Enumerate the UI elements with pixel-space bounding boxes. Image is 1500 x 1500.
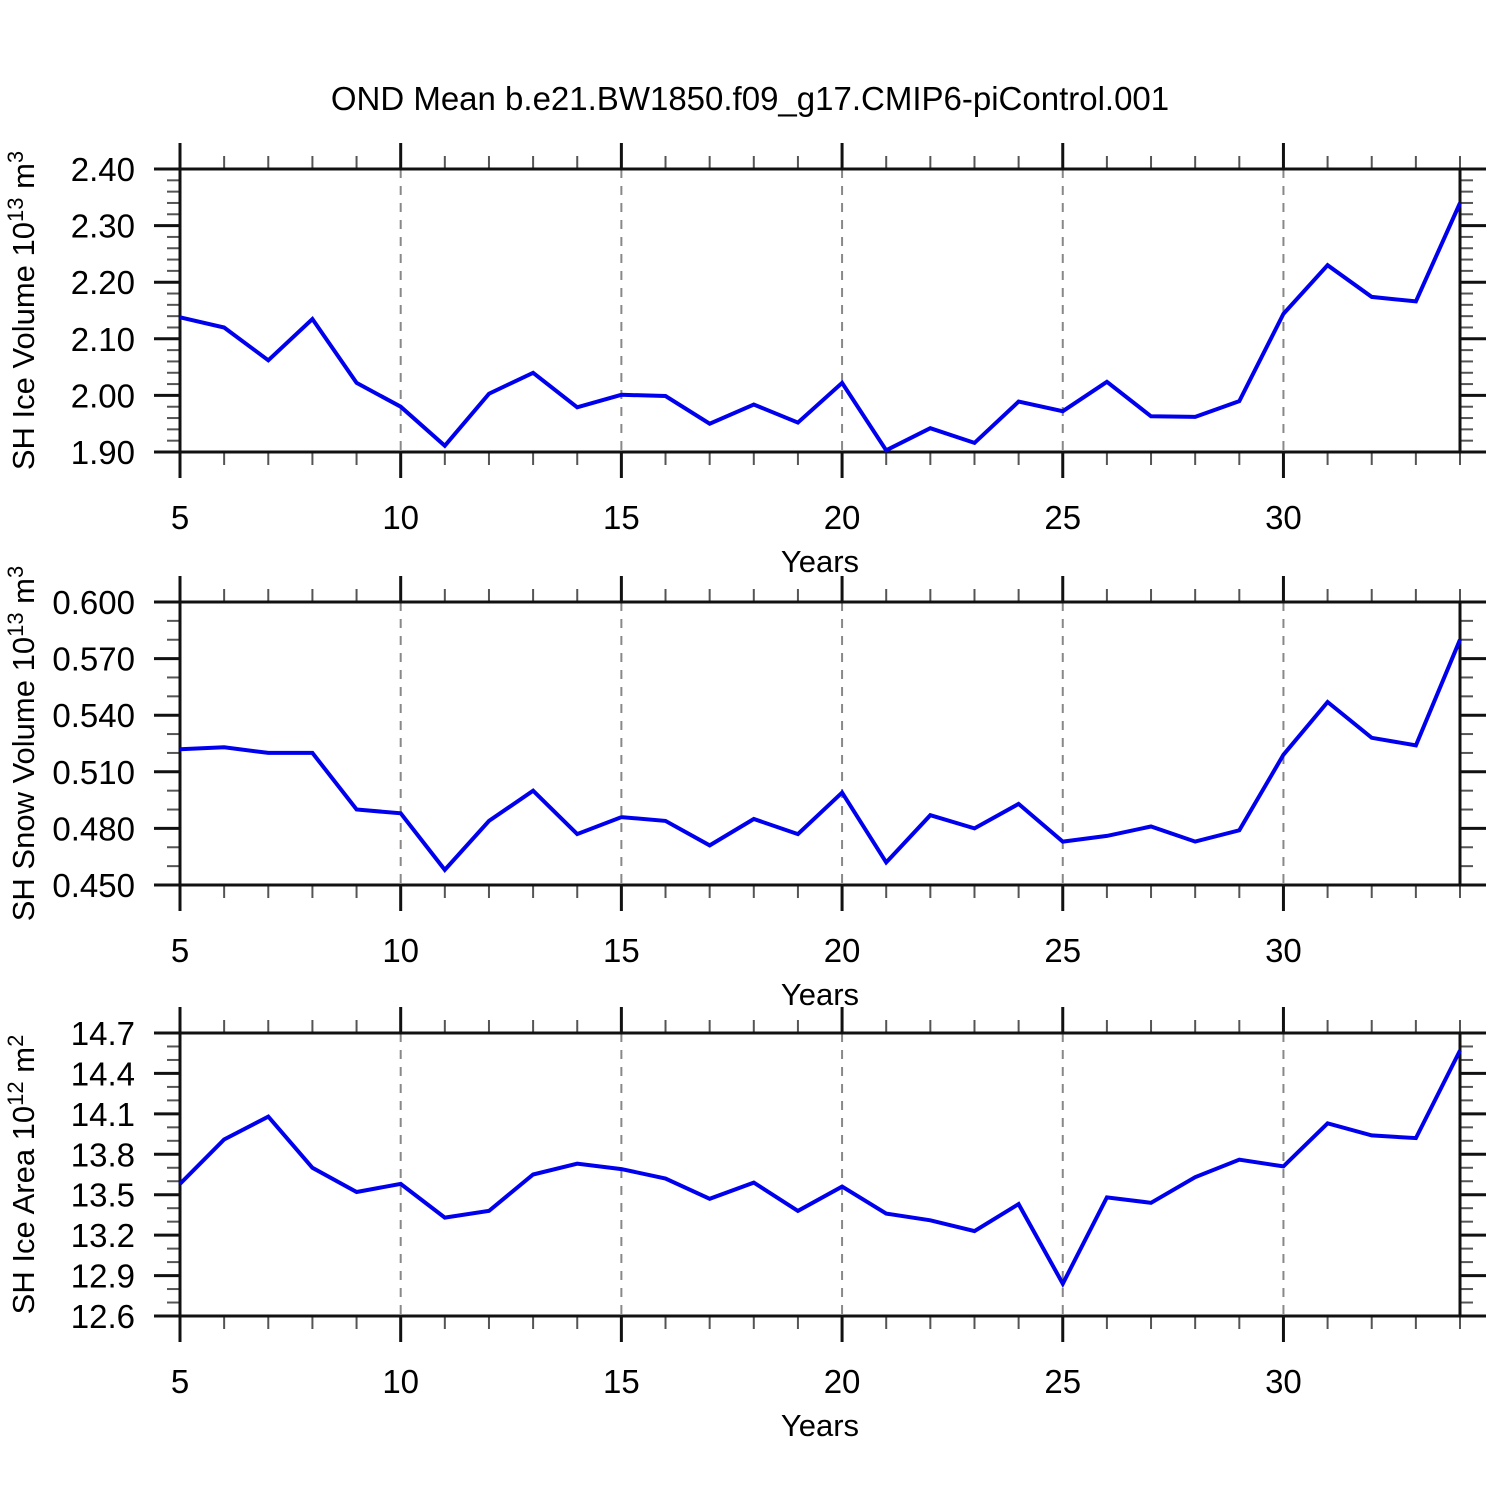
x-tick-label: 20 [824, 499, 861, 536]
x-tick-label: 15 [603, 1363, 640, 1400]
x-tick-label: 15 [603, 499, 640, 536]
x-tick-label: 30 [1265, 499, 1302, 536]
y-axis-title: SH Snow Volume 1013 m3 [3, 566, 41, 922]
x-tick-label: 5 [171, 499, 189, 536]
x-tick-label: 15 [603, 932, 640, 969]
axis-box [178, 600, 1462, 887]
y-tick-label: 0.510 [52, 754, 135, 791]
y-tick-label: 12.9 [71, 1258, 135, 1295]
x-axis-title: Years [781, 977, 859, 1012]
y-tick-label: 0.570 [52, 641, 135, 678]
x-tick-label: 20 [824, 1363, 861, 1400]
axis-box [178, 1031, 1462, 1318]
x-tick-label: 20 [824, 932, 861, 969]
y-tick-label: 12.6 [71, 1298, 135, 1335]
x-tick-label: 10 [382, 499, 419, 536]
x-tick-label: 10 [382, 1363, 419, 1400]
x-tick-label: 25 [1044, 1363, 1081, 1400]
y-tick-label: 14.7 [71, 1015, 135, 1052]
y-tick-label: 0.540 [52, 697, 135, 734]
y-tick-label: 2.30 [71, 208, 135, 245]
y-tick-label: 2.10 [71, 321, 135, 358]
panel-sh-ice-volume: 5 10 15 20 25 30 1.90 2.00 2.10 2.20 2.30 2.40 Years… [3, 143, 1486, 579]
axis-box [178, 167, 1462, 454]
y-tick-label: 0.480 [52, 810, 135, 847]
x-tick-label: 30 [1265, 932, 1302, 969]
y-tick-label: 13.5 [71, 1177, 135, 1214]
y-axis-title: SH Ice Area 1012 m2 [3, 1035, 41, 1315]
y-tick-label: 14.1 [71, 1096, 135, 1133]
y-tick-label: 2.20 [71, 264, 135, 301]
x-axis-title: Years [781, 1408, 859, 1443]
x-tick-label: 25 [1044, 499, 1081, 536]
figure-title: OND Mean b.e21.BW1850.f09_g17.CMIP6-piCo… [330, 80, 1170, 117]
y-tick-label: 2.00 [71, 377, 135, 414]
y-tick-label: 1.90 [71, 434, 135, 471]
data-series-line [179, 202, 1462, 453]
panel-sh-snow-volume: 5 10 15 20 25 30 0.450 0.480 0.510 0.540 0.570 0.60… [3, 566, 1486, 1012]
data-series-line [179, 638, 1462, 874]
x-axis-title: Years [781, 544, 859, 579]
panel-sh-ice-area: 5 10 15 20 25 30 12.612.9 13.213.5 13.814.1 14.41… [3, 1007, 1486, 1443]
y-axis-title: SH Ice Volume 1013 m3 [3, 151, 41, 470]
x-tick-label: 5 [171, 932, 189, 969]
y-tick-label: 0.450 [52, 867, 135, 904]
y-tick-label: 0.600 [52, 584, 135, 621]
x-tick-label: 30 [1265, 1363, 1302, 1400]
data-series-line [178, 1049, 1462, 1288]
y-tick-label: 14.4 [71, 1055, 135, 1092]
y-tick-label: 2.40 [71, 151, 135, 188]
x-tick-label: 10 [382, 932, 419, 969]
x-tick-label: 25 [1044, 932, 1081, 969]
y-tick-label: 13.2 [71, 1217, 135, 1254]
y-tick-label: 13.8 [71, 1136, 135, 1173]
x-tick-label: 5 [171, 1363, 189, 1400]
